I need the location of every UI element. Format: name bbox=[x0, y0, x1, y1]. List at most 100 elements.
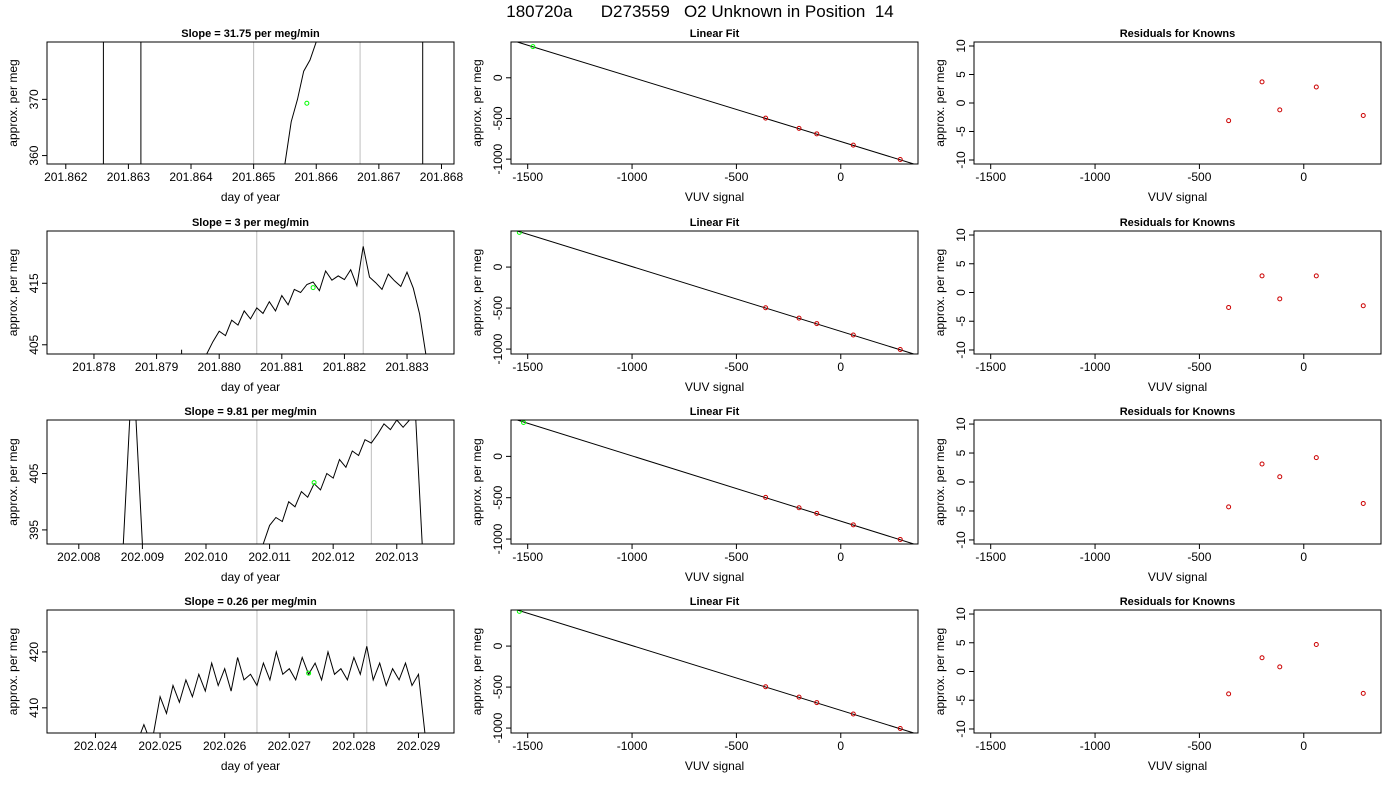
panel-plot-area bbox=[1226, 273, 1366, 310]
x-tick-label: 201.867 bbox=[357, 170, 401, 184]
y-axis-label: approx. per meg bbox=[933, 628, 947, 715]
known-point bbox=[1360, 303, 1366, 309]
x-tick-label: -1500 bbox=[512, 170, 543, 184]
panel-frame bbox=[973, 609, 1382, 734]
panel-plot-area bbox=[517, 420, 914, 544]
y-tick-label: -10 bbox=[954, 720, 968, 738]
y-tick-label: 10 bbox=[954, 417, 968, 431]
x-tick-label: -500 bbox=[1187, 550, 1211, 564]
known-point bbox=[1259, 655, 1265, 661]
known-point bbox=[897, 346, 903, 352]
x-tick-label: -500 bbox=[724, 739, 748, 753]
y-tick-label: 0 bbox=[954, 668, 968, 675]
x-tick-label: 0 bbox=[837, 170, 844, 184]
x-tick-label: -1500 bbox=[975, 739, 1006, 753]
panel-frame bbox=[46, 609, 455, 734]
panel-title: Slope = 9.81 per meg/min bbox=[184, 406, 317, 418]
panel-frame bbox=[46, 419, 455, 545]
x-tick-label: 202.012 bbox=[311, 550, 355, 564]
y-tick-label: 0 bbox=[491, 642, 505, 649]
y-tick-label: 405 bbox=[27, 334, 41, 354]
known-point bbox=[1313, 455, 1319, 461]
known-point bbox=[763, 494, 769, 500]
x-tick-label: -500 bbox=[1187, 170, 1211, 184]
panel-9: Residuals for Knowns -1500 -1000 -500 0 VUV s… bbox=[933, 406, 1382, 584]
x-tick-label: 201.879 bbox=[135, 360, 179, 374]
y-tick-label: -1000 bbox=[491, 333, 505, 364]
panel-title: Residuals for Knowns bbox=[1120, 217, 1236, 229]
known-point bbox=[1360, 113, 1366, 119]
y-tick-label: -10 bbox=[954, 341, 968, 359]
y-tick-label: -1000 bbox=[491, 712, 505, 743]
y-tick-label: -5 bbox=[954, 126, 968, 137]
y-tick-label: 0 bbox=[491, 74, 505, 81]
trace-line bbox=[262, 420, 423, 544]
y-tick-label: -5 bbox=[954, 695, 968, 706]
known-point bbox=[1277, 296, 1283, 302]
y-axis-label: approx. per meg bbox=[933, 249, 947, 336]
y-axis-label: approx. per meg bbox=[6, 628, 20, 715]
y-axis-label: approx. per meg bbox=[470, 249, 484, 336]
known-point bbox=[763, 305, 769, 311]
panel-2: Linear Fit -1500 -1000 -500 0 VUV signal -1000… bbox=[470, 28, 919, 204]
panel-plot-area bbox=[1226, 641, 1366, 697]
x-tick-label: 0 bbox=[1300, 739, 1307, 753]
x-axis-label: VUV signal bbox=[685, 190, 744, 204]
panel-7: Slope = 9.81 per meg/min 202.008 202.009 20… bbox=[6, 406, 455, 584]
x-tick-label: 201.878 bbox=[72, 360, 116, 374]
panel-plot-area bbox=[122, 420, 423, 544]
known-point bbox=[796, 694, 802, 700]
panel-5: Linear Fit -1500 -1000 -500 0 VUV signal -1000… bbox=[470, 217, 919, 394]
y-tick-label: -5 bbox=[954, 316, 968, 327]
x-axis-label: day of year bbox=[221, 570, 280, 584]
x-tick-label: 0 bbox=[837, 739, 844, 753]
known-point bbox=[1259, 273, 1265, 279]
fit-line bbox=[517, 231, 914, 354]
y-tick-label: 0 bbox=[954, 289, 968, 296]
x-tick-label: 201.880 bbox=[197, 360, 241, 374]
fit-line bbox=[517, 42, 914, 164]
y-tick-label: -5 bbox=[954, 505, 968, 516]
known-point bbox=[1313, 84, 1319, 90]
fit-line bbox=[517, 610, 914, 733]
y-tick-label: 10 bbox=[954, 39, 968, 53]
x-axis-label: VUV signal bbox=[685, 380, 744, 394]
trace-line bbox=[122, 420, 143, 544]
panel-frame bbox=[510, 419, 919, 545]
x-tick-label: 201.882 bbox=[323, 360, 367, 374]
known-point bbox=[1360, 690, 1366, 696]
y-tick-label: 415 bbox=[27, 273, 41, 293]
y-tick-label: 0 bbox=[954, 478, 968, 485]
panel-title: Slope = 0.26 per meg/min bbox=[184, 596, 317, 608]
panel-title: Linear Fit bbox=[690, 406, 740, 418]
panel-title: Residuals for Knowns bbox=[1120, 28, 1236, 40]
known-point bbox=[850, 142, 856, 148]
y-axis-label: approx. per meg bbox=[470, 438, 484, 525]
known-point bbox=[1360, 500, 1366, 506]
panel-3: Residuals for Knowns -1500 -1000 -500 0 VUV s… bbox=[933, 28, 1382, 204]
y-tick-label: 420 bbox=[27, 642, 41, 662]
x-axis-label: VUV signal bbox=[1148, 570, 1207, 584]
x-tick-label: 201.881 bbox=[260, 360, 304, 374]
y-tick-label: 0 bbox=[491, 453, 505, 460]
x-axis-label: VUV signal bbox=[1148, 190, 1207, 204]
x-tick-label: 201.865 bbox=[232, 170, 276, 184]
known-point bbox=[897, 157, 903, 163]
panel-title: Slope = 31.75 per meg/min bbox=[181, 28, 320, 40]
x-tick-label: -1000 bbox=[617, 170, 648, 184]
x-tick-label: 202.027 bbox=[268, 739, 312, 753]
x-axis-label: VUV signal bbox=[1148, 759, 1207, 773]
panel-title: Slope = 3 per meg/min bbox=[192, 217, 309, 229]
known-point bbox=[850, 522, 856, 528]
x-axis-label: VUV signal bbox=[1148, 380, 1207, 394]
y-axis-label: approx. per meg bbox=[6, 249, 20, 336]
x-axis-label: day of year bbox=[221, 190, 280, 204]
panel-10: Slope = 0.26 per meg/min 202.024 202.025 20… bbox=[6, 596, 455, 773]
panel-frame bbox=[510, 609, 919, 734]
x-tick-label: -1000 bbox=[617, 739, 648, 753]
x-tick-label: 202.010 bbox=[184, 550, 228, 564]
y-tick-label: -10 bbox=[954, 151, 968, 169]
known-point bbox=[1259, 79, 1265, 85]
panel-frame bbox=[46, 41, 455, 165]
